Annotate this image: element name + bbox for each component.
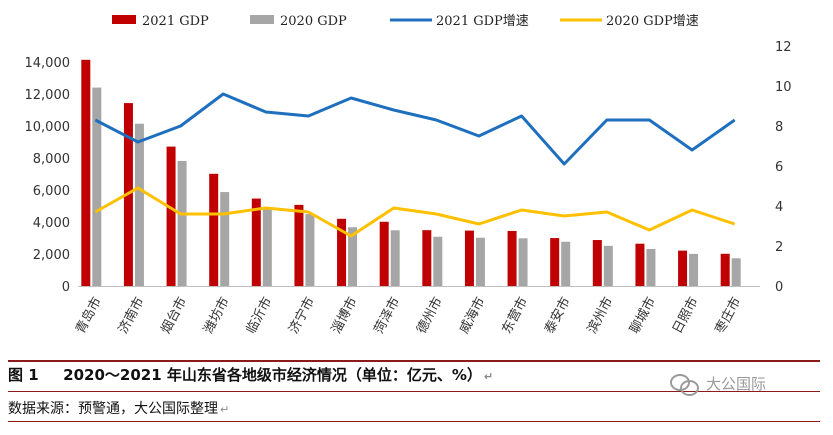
category-label: 威海市 — [456, 294, 488, 336]
right-axis-tick-label: 8 — [775, 120, 783, 135]
bar — [262, 209, 272, 286]
category-label: 烟台市 — [158, 294, 190, 336]
bar — [209, 173, 219, 286]
watermark: 大公国际 — [670, 372, 767, 396]
legend-swatch — [112, 15, 136, 24]
bar-series — [81, 59, 741, 286]
right-axis-tick-label: 10 — [775, 80, 792, 95]
bar — [81, 59, 91, 286]
right-axis-tick-label: 2 — [775, 240, 783, 255]
legend-swatch — [250, 15, 274, 24]
left-axis-tick-label: 6,000 — [33, 184, 70, 199]
bar — [592, 240, 602, 286]
right-axis-tick-label: 0 — [775, 280, 783, 295]
category-label: 东营市 — [499, 294, 531, 336]
legend-label: 2021 GDP增速 — [436, 14, 529, 29]
wechat-icon — [670, 372, 700, 396]
category-label: 德州市 — [413, 294, 445, 336]
bar — [305, 214, 315, 286]
bar — [475, 237, 485, 286]
category-label: 临沂市 — [243, 294, 275, 336]
caption-middle-rule — [8, 391, 820, 392]
gdp-chart: 2021 GDP 2020 GDP 2021 GDP增速 2020 GDP增速 0 2,… — [25, 14, 792, 336]
line-series — [94, 92, 736, 238]
source-note-text: 数据来源：预警通，大公国际整理 — [8, 401, 218, 417]
category-label: 济宁市 — [286, 294, 318, 336]
bar — [720, 253, 730, 286]
bar — [177, 160, 187, 286]
bar — [433, 236, 443, 286]
return-mark-icon: ↵ — [483, 370, 494, 383]
caption-top-rule — [8, 360, 820, 362]
left-axis-tick-label: 14,000 — [25, 56, 71, 71]
bar — [731, 258, 741, 286]
category-label: 青岛市 — [72, 294, 104, 336]
bar — [337, 218, 347, 286]
bar — [422, 230, 432, 286]
line-series-path — [94, 92, 736, 166]
legend-label: 2020 GDP增速 — [606, 14, 699, 29]
category-label: 泰安市 — [541, 294, 573, 336]
source-note: 数据来源：预警通，大公国际整理 ↵ — [8, 398, 229, 418]
watermark-text: 大公国际 — [706, 374, 767, 393]
category-label: 枣庄市 — [712, 294, 744, 336]
bar — [646, 248, 656, 286]
category-label: 潍坊市 — [200, 294, 232, 336]
category-label: 淄博市 — [328, 294, 360, 336]
left-axis-tick-label: 12,000 — [25, 88, 71, 103]
legend-label: 2020 GDP — [280, 14, 347, 29]
category-label: 聊城市 — [627, 294, 659, 336]
category-label: 日照市 — [669, 294, 701, 336]
legend-label: 2021 GDP — [142, 14, 209, 29]
left-axis-tick-label: 2,000 — [33, 248, 70, 263]
left-axis-tick-label: 8,000 — [33, 152, 70, 167]
line-series-path — [94, 186, 736, 238]
bar — [294, 204, 304, 286]
bar — [251, 198, 261, 286]
bar — [550, 238, 560, 286]
left-axis-tick-label: 4,000 — [33, 216, 70, 231]
return-mark-icon: ↵ — [220, 403, 230, 416]
bar — [379, 221, 389, 286]
chart-legend: 2021 GDP 2020 GDP 2021 GDP增速 2020 GDP增速 — [112, 14, 699, 29]
bar — [220, 192, 230, 286]
bar — [689, 253, 699, 286]
right-axis-tick-label: 12 — [775, 40, 792, 55]
figure-label: 图 1 — [8, 366, 39, 384]
caption-bottom-rule — [8, 421, 820, 422]
left-axis-tick-label: 0 — [62, 280, 70, 295]
bar — [635, 243, 645, 286]
bar — [561, 241, 571, 286]
right-y-axis: 0 2 4 6 8 10 12 — [775, 40, 792, 295]
bar — [518, 238, 528, 286]
bar — [390, 230, 400, 286]
bar — [603, 245, 613, 286]
left-axis-tick-label: 10,000 — [25, 120, 71, 135]
bar — [464, 230, 474, 286]
bar — [678, 250, 688, 286]
category-label: 济南市 — [115, 294, 147, 336]
category-label: 滨州市 — [584, 294, 616, 336]
figure-caption: 图 1 2020～2021 年山东省各地级市经济情况（单位：亿元、%） ↵ — [8, 364, 493, 385]
right-axis-tick-label: 6 — [775, 160, 783, 175]
bar — [166, 146, 176, 286]
category-label: 菏泽市 — [371, 294, 403, 336]
bar — [92, 87, 102, 286]
x-axis: 青岛市 济南市 烟台市 潍坊市 临沂市 济宁市 淄博市 菏泽市 德州市 威海市 东营市 泰安市 滨州市聊… — [72, 286, 760, 336]
figure-title: 2020～2021 年山东省各地级市经济情况（单位：亿元、%） — [63, 366, 482, 384]
bar — [507, 230, 517, 286]
right-axis-tick-label: 4 — [775, 200, 783, 215]
bar — [134, 123, 144, 286]
bar — [348, 227, 358, 286]
left-y-axis: 0 2,000 4,000 6,000 8,000 10,000 12,000 14,000 — [25, 56, 71, 295]
